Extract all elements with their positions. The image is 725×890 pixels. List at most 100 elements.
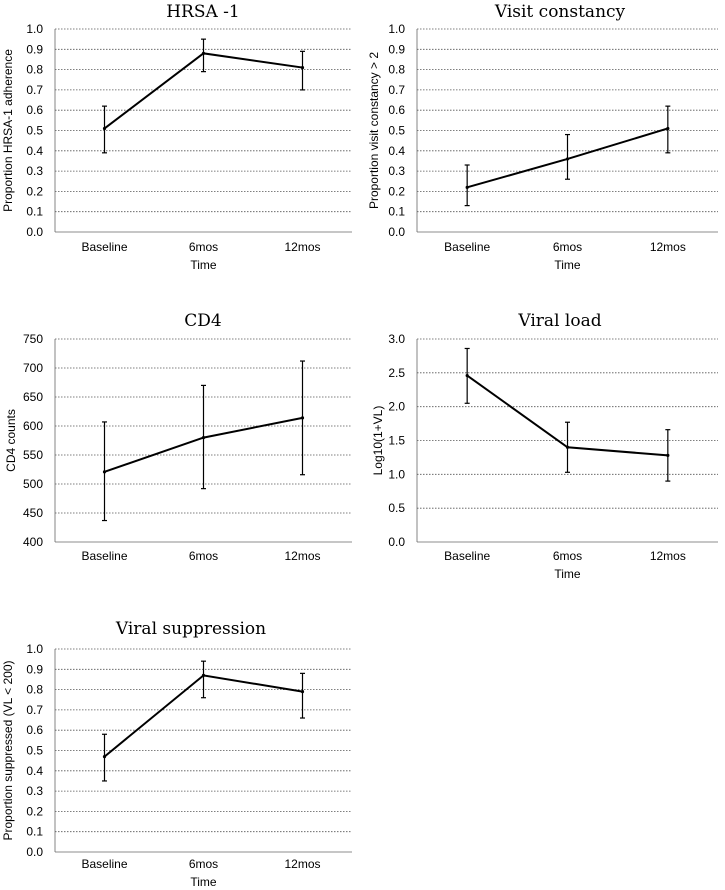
chart-title: HRSA -1 [166,2,240,22]
data-point [300,416,305,420]
y-tick-label: 650 [23,390,43,404]
y-tick-label: 0.3 [388,164,405,178]
x-tick-label: Baseline [444,240,490,254]
y-axis-label: Log10(1+VL) [371,406,385,476]
chart-title: Viral suppression [115,619,266,639]
x-tick-label: 12mos [284,857,320,871]
x-tick-label: Baseline [444,549,490,563]
y-tick-label: 0.5 [26,124,43,138]
chart-panel-4: 0.0 0.5 1.0 1.5 2.0 2.5 3.0 Baseline 6mos 12mos Vi… [371,311,718,581]
data-point [300,65,305,70]
y-tick-label: 0.6 [388,103,405,117]
y-tick-label: 0.6 [26,723,43,737]
error-bar [565,133,570,180]
y-tick-label: 0.7 [26,83,43,97]
y-tick-label: 2.5 [388,366,405,380]
chart-title: CD4 [184,311,221,331]
y-tick-label: 0.1 [26,825,43,839]
x-tick-label: 12mos [650,240,686,254]
y-tick-label: 0.3 [26,164,43,178]
y-tick-label: 0.2 [26,184,43,198]
x-tick-label: 6mos [553,240,582,254]
x-tick-label: 12mos [284,240,320,254]
chart-panel-5: 0.0 0.1 0.2 0.3 0.4 0.5 0.6 0.7 0.8 0.9 1.0 Baselin… [1,619,352,889]
x-axis-label: Time [190,875,217,889]
y-tick-label: 550 [23,448,43,462]
error-bar [464,164,470,207]
y-tick-label: 0.6 [26,103,43,117]
error-bar [201,38,206,73]
data-point [666,453,670,457]
chart-panel-3: 400 450 500 550 600 650 700 750 Baseline 6mos 12mo… [4,311,352,563]
y-tick-label: 0.5 [388,501,405,515]
y-tick-label: 0.7 [388,83,405,97]
x-tick-label: 6mos [553,549,582,563]
x-tick-label: 6mos [189,549,218,563]
y-tick-label: 400 [23,535,43,549]
y-tick-label: 0.7 [26,703,43,717]
y-tick-label: 0.2 [388,184,405,198]
y-tick-label: 600 [23,419,43,433]
y-tick-label: 1.0 [26,22,43,36]
y-tick-label: 0.9 [26,662,43,676]
chart-title: Visit constancy [494,2,626,22]
data-point [102,126,107,131]
y-tick-label: 0.5 [26,744,43,758]
x-tick-label: 12mos [650,549,686,563]
y-tick-label: 0.8 [26,683,43,697]
chart-title: Viral load [517,311,601,331]
x-tick-label: 6mos [189,857,218,871]
error-bar [300,672,305,719]
y-tick-label: 700 [23,361,43,375]
data-point [465,373,469,378]
x-tick-label: Baseline [81,240,127,254]
x-axis-label: Time [190,258,217,272]
y-tick-label: 450 [23,506,43,520]
y-tick-label: 0.4 [26,764,43,778]
y-tick-label: 0.9 [388,42,405,56]
y-tick-label: 0.0 [388,225,405,239]
error-bar [300,50,305,91]
y-tick-label: 2.0 [388,400,405,414]
y-axis-label: Proportion suppressed (VL < 200) [1,661,15,841]
x-tick-label: Baseline [81,857,127,871]
y-tick-label: 1.0 [388,467,405,481]
y-tick-label: 0.0 [26,845,43,859]
y-tick-label: 1.0 [388,22,405,36]
y-tick-label: 0.0 [26,225,43,239]
y-axis-label: Proportion HRSA-1 adherence [1,49,15,212]
x-tick-label: 6mos [189,240,218,254]
data-point [102,470,107,474]
x-tick-label: 12mos [284,549,320,563]
y-tick-label: 0.8 [26,63,43,77]
y-tick-label: 1.5 [388,434,405,448]
y-tick-label: 0.2 [26,804,43,818]
y-tick-label: 0.8 [388,63,405,77]
y-tick-label: 0.4 [388,144,405,158]
data-point [102,754,107,759]
y-tick-label: 0.0 [388,535,405,549]
y-tick-label: 0.9 [26,42,43,56]
data-point [666,126,670,131]
data-point [565,157,570,161]
x-axis-label: Time [554,567,581,581]
y-tick-label: 0.3 [26,784,43,798]
data-point [201,673,206,677]
y-tick-label: 1.0 [26,642,43,656]
y-tick-label: 750 [23,332,43,346]
y-axis-label: CD4 counts [4,409,18,472]
chart-panel-1: 0.0 0.1 0.2 0.3 0.4 0.5 0.6 0.7 0.8 0.9 1.0 Baselin… [1,2,352,272]
y-tick-label: 0.1 [26,205,43,219]
data-point [201,436,206,440]
y-tick-label: 500 [23,477,43,491]
y-tick-label: 3.0 [388,332,405,346]
data-point [465,185,469,189]
chart-panel-2: 0.0 0.1 0.2 0.3 0.4 0.5 0.6 0.7 0.8 0.9 1.0 Baselin… [367,2,718,272]
data-point [201,51,206,55]
y-tick-label: 0.1 [388,205,405,219]
y-tick-label: 0.4 [26,144,43,158]
error-bar [201,660,206,699]
y-axis-label: Proportion visit constancy > 2 [367,52,381,209]
x-tick-label: Baseline [81,549,127,563]
